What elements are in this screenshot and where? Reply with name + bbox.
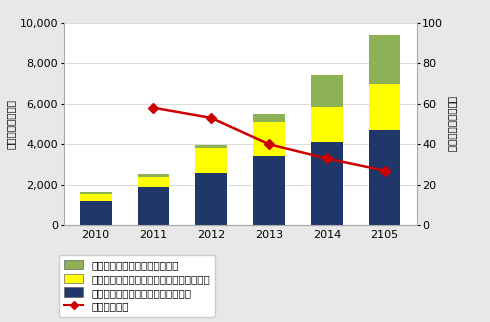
Bar (138, 187, 170, 225)
Bar (138, 175, 170, 177)
Bar (80, 194, 112, 201)
Bar (196, 145, 227, 148)
Bar (368, 35, 400, 84)
Bar (196, 173, 227, 225)
Bar (253, 156, 285, 225)
Bar (253, 114, 285, 122)
Bar (138, 177, 170, 187)
Bar (311, 142, 343, 225)
Bar (253, 122, 285, 156)
Legend: コミュニティクラウドサービス, ホステッドプライベートクラウドサービス, オンプレミスプライベートクラウド, 前年比成長率: コミュニティクラウドサービス, ホステッドプライベートクラウドサービス, オンプ… (59, 254, 216, 317)
Bar (368, 84, 400, 130)
Bar (80, 192, 112, 194)
Y-axis label: 市場規模（億円）: 市場規模（億円） (5, 99, 16, 149)
Bar (80, 201, 112, 225)
Bar (311, 75, 343, 107)
Bar (368, 130, 400, 225)
Y-axis label: 前年比成長率（％）: 前年比成長率（％） (447, 96, 457, 152)
Bar (311, 107, 343, 142)
Bar (196, 148, 227, 173)
